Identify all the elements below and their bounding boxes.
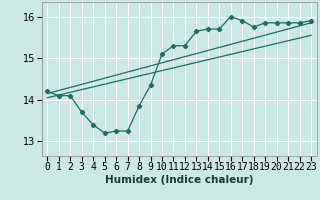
- X-axis label: Humidex (Indice chaleur): Humidex (Indice chaleur): [105, 175, 253, 185]
